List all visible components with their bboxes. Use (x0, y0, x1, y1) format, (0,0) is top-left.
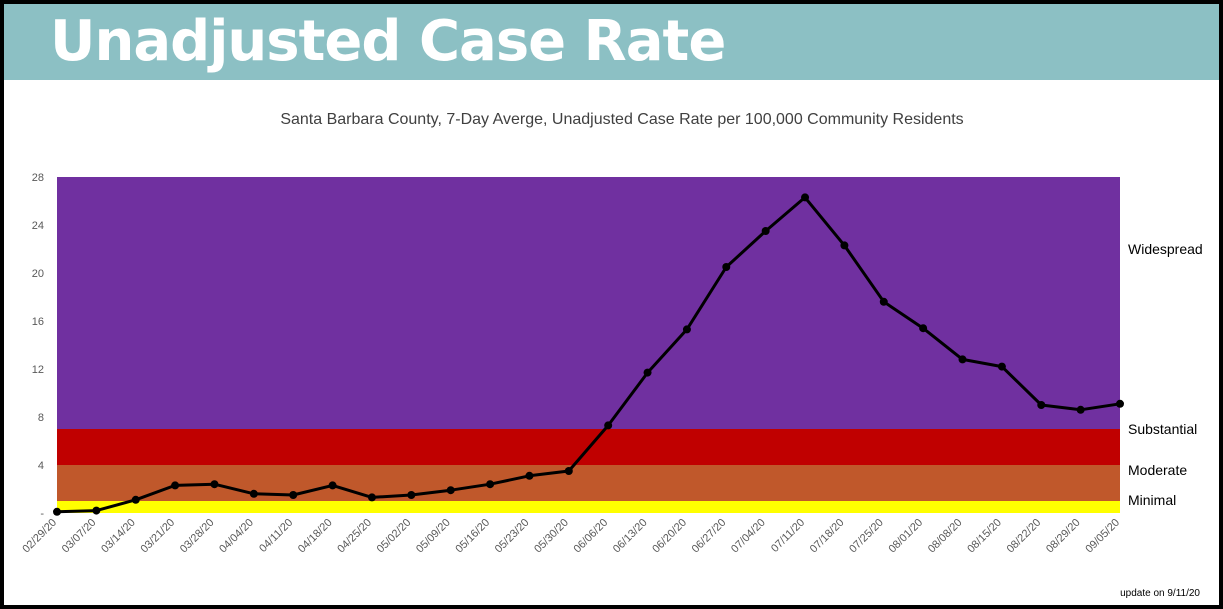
data-point (171, 481, 180, 490)
data-point (761, 227, 770, 235)
x-tick-label: 03/28/20 (178, 517, 217, 556)
data-point (407, 491, 416, 499)
x-tick-label: 05/30/20 (532, 517, 571, 556)
y-tick-label: - (40, 508, 44, 520)
x-tick-label: 02/29/20 (20, 517, 59, 556)
y-tick-label: 8 (38, 412, 44, 424)
data-point (92, 506, 101, 515)
x-tick-label: 05/02/20 (375, 517, 414, 556)
x-tick-label: 08/15/20 (965, 517, 1004, 556)
data-point (682, 325, 691, 334)
data-point (446, 486, 455, 495)
band-labels: Widespread Substantial Moderate Minimal (1128, 241, 1203, 508)
data-point (604, 421, 613, 430)
x-tick-label: 06/27/20 (690, 517, 729, 556)
update-footnote: update on 9/11/20 (1120, 588, 1200, 599)
band-moderate (57, 465, 1120, 501)
y-tick-label: 24 (32, 220, 44, 232)
x-tick-label: 06/13/20 (611, 517, 650, 556)
data-point (722, 263, 731, 271)
data-point (801, 193, 810, 202)
data-point (958, 355, 967, 364)
x-tick-label: 09/05/20 (1083, 517, 1122, 556)
data-point (840, 241, 849, 250)
band-label-minimal: Minimal (1128, 492, 1176, 508)
series-line (56, 195, 1121, 514)
x-tick-label: 08/22/20 (1005, 517, 1044, 556)
chart: Santa Barbara County, 7-Day Averge, Unad… (20, 111, 1203, 599)
y-tick-label: 12 (32, 364, 44, 376)
band-label-substantial: Substantial (1128, 421, 1197, 437)
x-tick-label: 05/23/20 (493, 517, 532, 556)
x-tick-label: 07/11/20 (769, 517, 807, 555)
chart-title: Santa Barbara County, 7-Day Averge, Unad… (280, 111, 963, 128)
x-tick-label: 08/29/20 (1044, 517, 1083, 556)
x-tick-label: 07/18/20 (808, 517, 847, 556)
data-point (210, 480, 219, 489)
y-axis: - 4 8 12 16 20 24 28 (32, 172, 45, 520)
data-point (1076, 405, 1085, 414)
x-tick-label: 05/16/20 (453, 517, 492, 556)
band-label-moderate: Moderate (1128, 462, 1187, 478)
page-title: Unadjusted Case Rate (50, 9, 726, 74)
y-tick-label: 16 (32, 316, 44, 328)
y-tick-label: 28 (32, 172, 44, 184)
x-tick-label: 07/04/20 (729, 517, 768, 556)
data-point (367, 493, 376, 502)
data-point (919, 324, 928, 333)
data-point (643, 368, 652, 377)
x-tick-label: 03/14/20 (99, 517, 138, 556)
data-point (328, 481, 337, 490)
band-widespread (57, 177, 1120, 429)
x-tick-label: 04/04/20 (217, 517, 256, 556)
x-tick-label: 07/25/20 (847, 517, 886, 556)
data-point (53, 507, 61, 516)
data-point (249, 489, 258, 498)
x-tick-label: 08/08/20 (926, 517, 965, 556)
x-tick-label: 04/18/20 (296, 517, 335, 556)
x-tick-label: 06/06/20 (572, 517, 611, 556)
data-point (997, 362, 1006, 371)
x-tick-label: 05/09/20 (414, 517, 453, 556)
x-tick-label: 08/01/20 (887, 517, 926, 556)
data-point (1037, 401, 1046, 409)
band-label-widespread: Widespread (1128, 241, 1203, 257)
data-point (486, 480, 495, 489)
data-point (564, 467, 573, 475)
x-tick-label: 03/07/20 (60, 517, 99, 556)
series-line-group (53, 193, 1124, 516)
data-point (1116, 399, 1124, 408)
risk-bands (57, 177, 1120, 513)
x-tick-label: 04/11/20 (257, 517, 295, 555)
data-point (879, 297, 888, 306)
x-axis: 02/29/20 03/07/20 03/14/20 03/21/20 03/28/20… (20, 517, 1122, 556)
y-tick-label: 4 (38, 460, 44, 472)
x-tick-label: 04/25/20 (335, 517, 374, 556)
y-tick-label: 20 (32, 268, 44, 280)
data-point (289, 491, 298, 499)
x-tick-label: 06/20/20 (650, 517, 689, 556)
data-point (131, 495, 140, 504)
x-tick-label: 03/21/20 (138, 517, 177, 556)
band-minimal (57, 501, 1120, 513)
header-banner: Unadjusted Case Rate (4, 4, 1219, 80)
data-point (525, 471, 534, 480)
